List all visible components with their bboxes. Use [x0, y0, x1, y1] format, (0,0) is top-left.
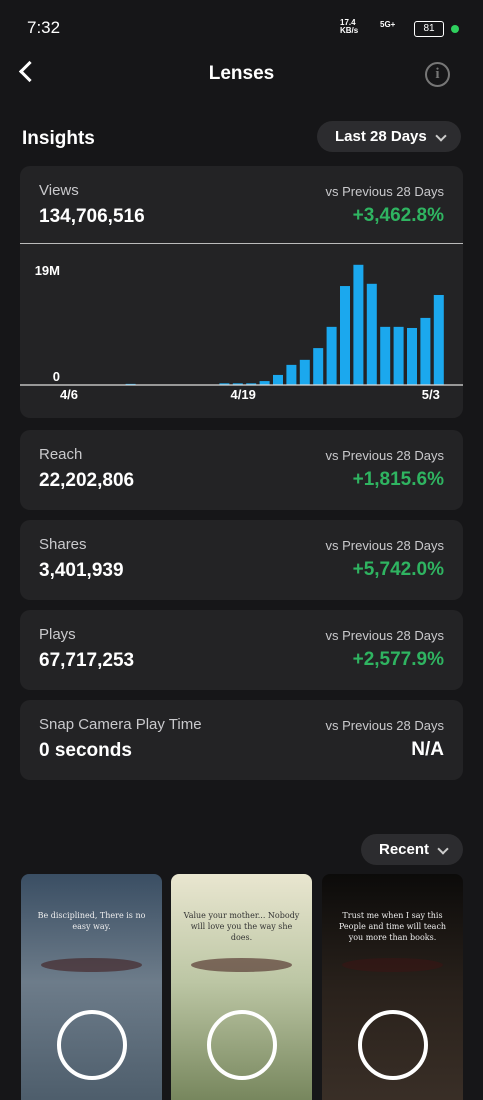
bar [313, 348, 324, 385]
play-ring [207, 1010, 277, 1080]
thumbnail-text: Be disciplined, There is no easy way. [37, 911, 146, 931]
y-tick-label: 19M [35, 263, 60, 278]
bar [353, 264, 364, 385]
x-tick-label: 4/6 [60, 387, 78, 402]
bar [219, 383, 230, 385]
x-tick-label: 4/19 [231, 387, 256, 402]
metric-label: Snap Camera Play Time [39, 716, 202, 733]
metric-value: 134,706,516 [39, 206, 145, 227]
metric-label: Reach [39, 446, 83, 463]
x-tick-label: 5/3 [422, 387, 440, 402]
bar [420, 317, 431, 385]
metric-compare: vs Previous 28 Days [325, 628, 445, 643]
metric-change: +5,742.0% [352, 559, 444, 580]
bar [299, 359, 310, 385]
bar [380, 326, 391, 385]
metric-value: 0 seconds [39, 740, 132, 761]
metric-label: Plays [39, 626, 76, 643]
eye-band [191, 958, 292, 972]
time: 7:32 [27, 18, 61, 37]
play-ring [57, 1010, 127, 1080]
bar [407, 327, 417, 385]
metric-card: Snap Camera Play Time 0 seconds vs Previou… [20, 700, 463, 780]
bar [340, 286, 350, 385]
bar [366, 283, 377, 385]
metric-label: Views [39, 182, 79, 199]
bar [246, 383, 257, 385]
metric-compare: vs Previous 28 Days [325, 718, 445, 733]
dot [451, 25, 459, 33]
metric-value: 22,202,806 [39, 470, 135, 491]
bar [326, 326, 337, 385]
y-tick-label: 0 [53, 369, 60, 384]
chart: 0 19M 4/6 4/19 5/3 [20, 243, 463, 402]
bar [259, 381, 270, 385]
metric-change: +1,815.6% [352, 469, 444, 490]
section-title: Insights [22, 128, 95, 149]
range-dropdown[interactable]: Last 28 Days [317, 121, 461, 152]
metric-card: Views 134,706,516 vs Previous 28 Days +3,46… [20, 166, 463, 418]
metric-value: 67,717,253 [39, 650, 135, 671]
bar [232, 383, 243, 385]
metric-card: Plays 67,717,253 vs Previous 28 Days +2,577… [20, 610, 463, 690]
metric-change: +2,577.9% [352, 649, 444, 670]
metric-change: N/A [411, 739, 444, 760]
bar [393, 326, 404, 385]
info-button[interactable]: i [425, 62, 450, 87]
play-ring [358, 1010, 428, 1080]
metric-label: Shares [39, 536, 87, 553]
metric-value: 3,401,939 [39, 560, 124, 581]
thumbnail-text: Value your mother... Nobody will love yo… [183, 911, 300, 942]
sort-dropdown[interactable]: Recent [361, 834, 464, 865]
lens-thumbnail[interactable]: Value your mother... Nobody will love yo… [171, 874, 312, 1100]
metric-compare: vs Previous 28 Days [325, 184, 445, 199]
battery: 81 [414, 21, 444, 37]
network: 5G+ [380, 20, 396, 29]
metric-compare: vs Previous 28 Days [325, 448, 445, 463]
thumbnail-text: Trust me when I say this People and time… [338, 911, 447, 942]
eye-band [41, 958, 142, 972]
bar [273, 374, 283, 385]
net-speed: 17.4 KB/s [340, 18, 359, 35]
eye-band [342, 958, 443, 972]
metric-card: Shares 3,401,939 vs Previous 28 Days +5,742… [20, 520, 463, 600]
metric-card: Reach 22,202,806 vs Previous 28 Days +1,815… [20, 430, 463, 510]
page-title: Lenses [208, 63, 275, 84]
bar [433, 294, 444, 385]
metric-compare: vs Previous 28 Days [325, 538, 445, 553]
lens-thumbnail[interactable]: Trust me when I say this People and time… [322, 874, 463, 1100]
bar [286, 364, 297, 385]
metric-change: +3,462.8% [352, 205, 444, 226]
lens-thumbnail[interactable]: Be disciplined, There is no easy way. [21, 874, 162, 1100]
